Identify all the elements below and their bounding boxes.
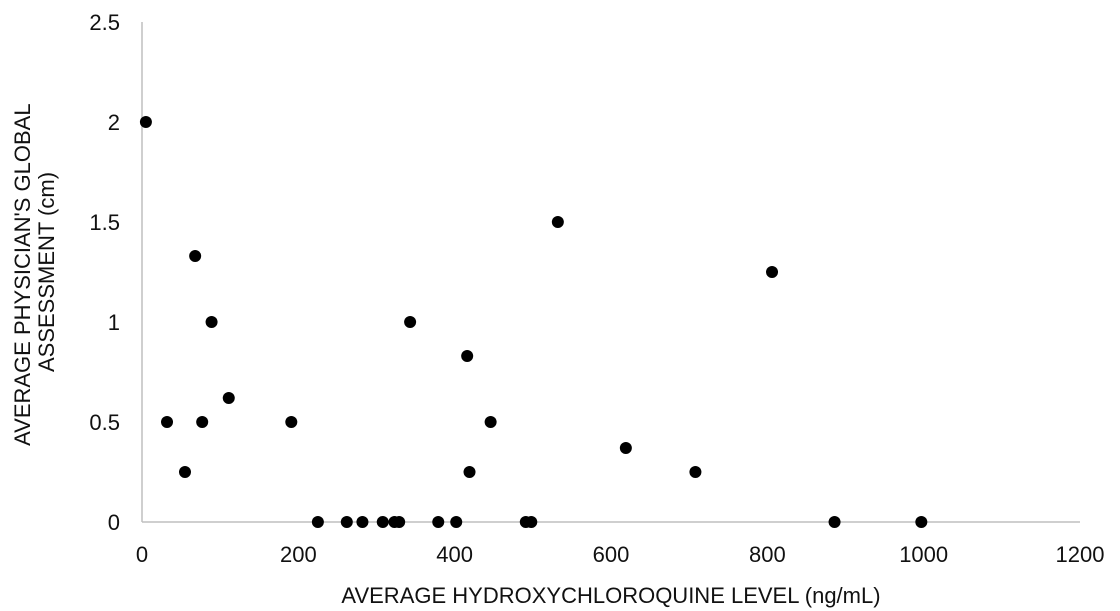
data-point	[285, 416, 298, 428]
x-tick-labels: 0 200 400 600 800 1000 1200	[136, 542, 1105, 567]
data-point	[196, 416, 209, 428]
data-point	[450, 516, 463, 528]
data-point	[205, 316, 218, 328]
data-point	[161, 416, 174, 428]
data-point	[178, 466, 191, 478]
y-tick-label: 1	[108, 310, 120, 335]
data-point	[393, 516, 406, 528]
data-point	[139, 116, 152, 128]
data-point	[376, 516, 389, 528]
data-point	[189, 250, 202, 262]
data-point	[222, 392, 235, 404]
data-point	[619, 442, 632, 454]
data-point	[432, 516, 445, 528]
x-tick-label: 400	[436, 542, 473, 567]
data-point	[828, 516, 841, 528]
data-point	[340, 516, 353, 528]
y-tick-label: 2	[108, 110, 120, 135]
x-axis-title: AVERAGE HYDROXYCHLOROQUINE LEVEL (ng/mL)	[341, 583, 880, 608]
x-tick-label: 200	[280, 542, 317, 567]
x-tick-label: 800	[749, 542, 786, 567]
data-point	[525, 516, 538, 528]
y-tick-label: 0	[108, 510, 120, 535]
x-tick-label: 0	[136, 542, 148, 567]
data-point	[689, 466, 702, 478]
x-tick-label: 1000	[899, 542, 948, 567]
x-tick-label: 1200	[1056, 542, 1105, 567]
y-axis-title: AVERAGE PHYSICIAN'S GLOBAL ASSESSMENT (c…	[10, 98, 59, 446]
y-tick-label: 0.5	[89, 410, 120, 435]
data-point	[766, 266, 779, 278]
data-point	[551, 216, 564, 228]
data-point	[356, 516, 369, 528]
y-tick-labels: 0 0.5 1 1.5 2 2.5	[89, 10, 120, 535]
data-point	[463, 466, 476, 478]
data-point	[461, 350, 474, 362]
y-axis-title-line-2: ASSESSMENT (cm)	[34, 172, 59, 372]
axes	[141, 22, 1080, 523]
data-point	[915, 516, 928, 528]
y-tick-label: 1.5	[89, 210, 120, 235]
data-points	[139, 116, 928, 528]
data-point	[404, 316, 417, 328]
y-axis-title-line-1: AVERAGE PHYSICIAN'S GLOBAL	[10, 104, 35, 446]
x-tick-label: 600	[593, 542, 630, 567]
y-tick-label: 2.5	[89, 10, 120, 35]
data-point	[311, 516, 324, 528]
data-point	[484, 416, 497, 428]
